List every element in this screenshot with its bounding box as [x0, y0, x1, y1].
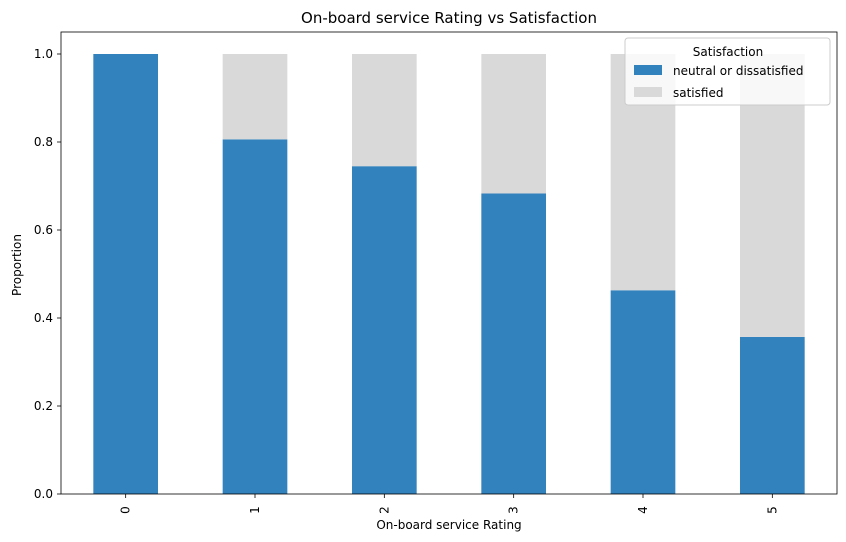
x-tick-label: 4	[636, 506, 650, 514]
legend-title: Satisfaction	[693, 45, 763, 59]
bar-neutral-1	[222, 139, 288, 495]
axes-group: 0 1 2 3 4 5 0.0 0.2 0.4 0.6 0.8 1.0	[34, 31, 838, 514]
legend-label-satisfied: satisfied	[673, 86, 723, 100]
bar-neutral-2	[352, 166, 417, 494]
y-tick-label: 0.0	[34, 487, 53, 501]
y-tick-label: 0.6	[34, 223, 53, 237]
legend-frame	[624, 37, 831, 106]
bar-neutral-4	[610, 290, 676, 494]
y-tick-label: 0.4	[34, 311, 53, 325]
bar-neutral-3	[481, 193, 546, 495]
x-tick-label: 5	[765, 506, 779, 514]
x-tick-label: 3	[507, 506, 521, 514]
legend-swatch-satisfied	[634, 87, 662, 97]
bar-neutral-0	[93, 54, 158, 494]
x-tick-label: 1	[248, 506, 262, 514]
bar-satisfied-3	[481, 54, 546, 194]
bar-satisfied-1	[222, 54, 288, 140]
y-tick-label: 0.8	[34, 135, 53, 149]
bar-neutral-5	[740, 336, 805, 494]
chart-title: On-board service Rating vs Satisfaction	[301, 9, 597, 27]
legend: Satisfaction neutral or dissatisfied sat…	[624, 37, 831, 106]
bars-group	[93, 54, 805, 495]
legend-swatch-neutral	[634, 65, 662, 75]
y-tick-label: 1.0	[34, 47, 53, 61]
x-tick-label: 2	[377, 506, 391, 514]
bar-satisfied-2	[352, 54, 417, 167]
x-axis-label: On-board service Rating	[376, 518, 521, 532]
x-tick-label: 0	[119, 506, 133, 514]
y-tick-label: 0.2	[34, 399, 53, 413]
y-axis-label: Proportion	[10, 234, 24, 296]
legend-label-neutral: neutral or dissatisfied	[673, 64, 803, 78]
plot-frame	[60, 31, 838, 495]
